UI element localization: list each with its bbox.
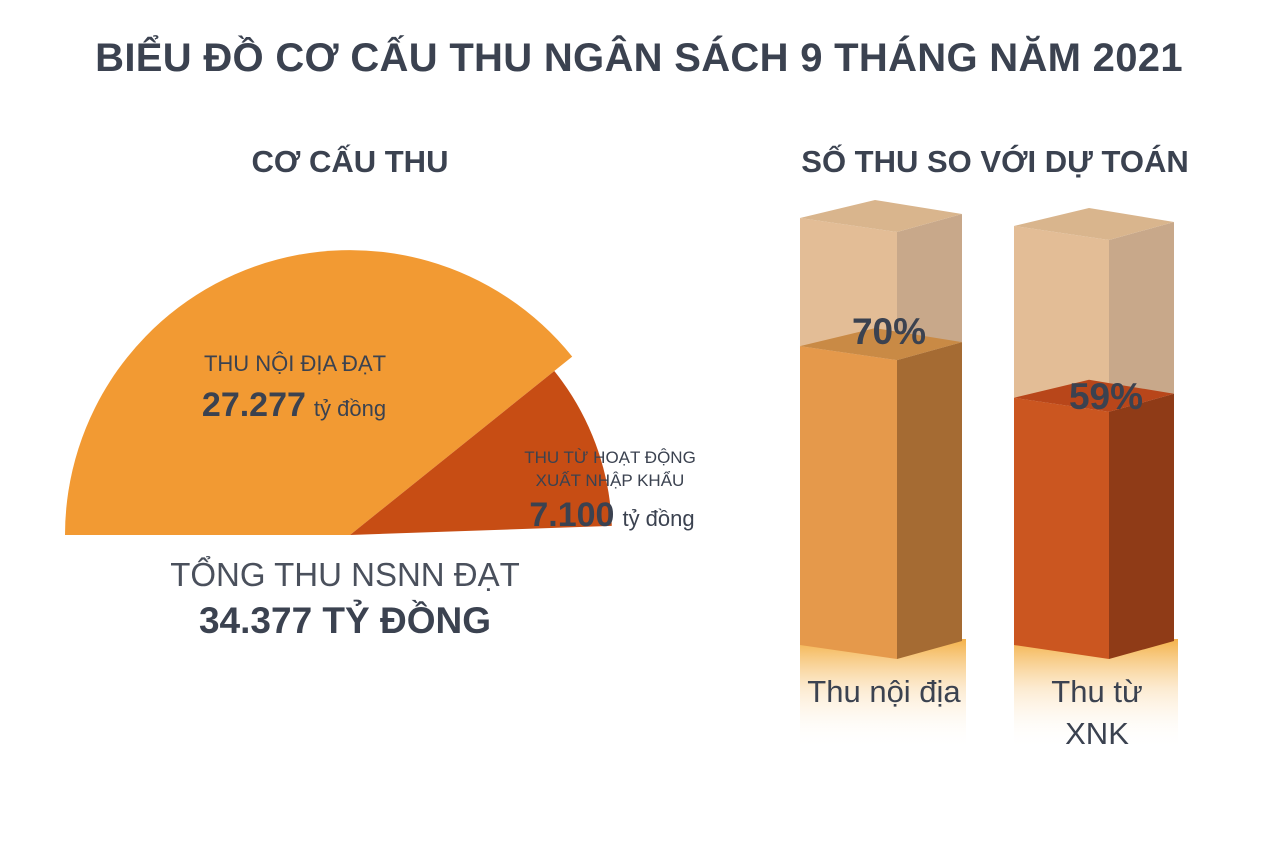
bar-top [1014, 379, 1174, 412]
slice-value: 7.100 tỷ đồng [529, 496, 694, 534]
bar-target-front [1014, 226, 1109, 412]
bar-category-label: Thu từ XNK [1051, 674, 1142, 751]
total-label: TỔNG THU NSNN ĐẠT [170, 556, 520, 593]
bar-floor-glow [1014, 639, 1178, 749]
bar-target-top [1014, 208, 1174, 240]
slice-label: THU NỘI ĐỊA ĐẠT [204, 351, 386, 376]
bar-category-label: Thu nội địa [807, 674, 961, 709]
slice-label: THU TỪ HOẠT ĐỘNG [524, 448, 696, 467]
bar-target-top [800, 200, 962, 232]
bar-target-side [1109, 222, 1174, 412]
pie-slice [65, 250, 573, 535]
bar-floor-glow [800, 639, 966, 749]
bars-subtitle: SỐ THU SO VỚI DỰ TOÁN [801, 144, 1189, 179]
bar-value-label: 70% [852, 311, 926, 352]
slice-value: 27.277 tỷ đồng [202, 386, 386, 424]
bar-value-label: 59% [1069, 376, 1143, 417]
bar-target-side [897, 214, 962, 361]
pie-slice [350, 371, 612, 535]
bar-target-front [800, 218, 897, 361]
bar-side [1109, 393, 1174, 659]
pie-subtitle: CƠ CẤU THU [251, 144, 449, 179]
bar-front [800, 346, 897, 659]
total-value: 34.377 TỶ ĐỒNG [198, 600, 491, 641]
page-title: BIỂU ĐỒ CƠ CẤU THU NGÂN SÁCH 9 THÁNG NĂM… [95, 36, 1183, 80]
slice-label: XUẤT NHẬP KHẨU [536, 471, 685, 490]
bar-front [1014, 397, 1109, 659]
bar-side [897, 342, 962, 659]
bar-top [800, 328, 962, 361]
